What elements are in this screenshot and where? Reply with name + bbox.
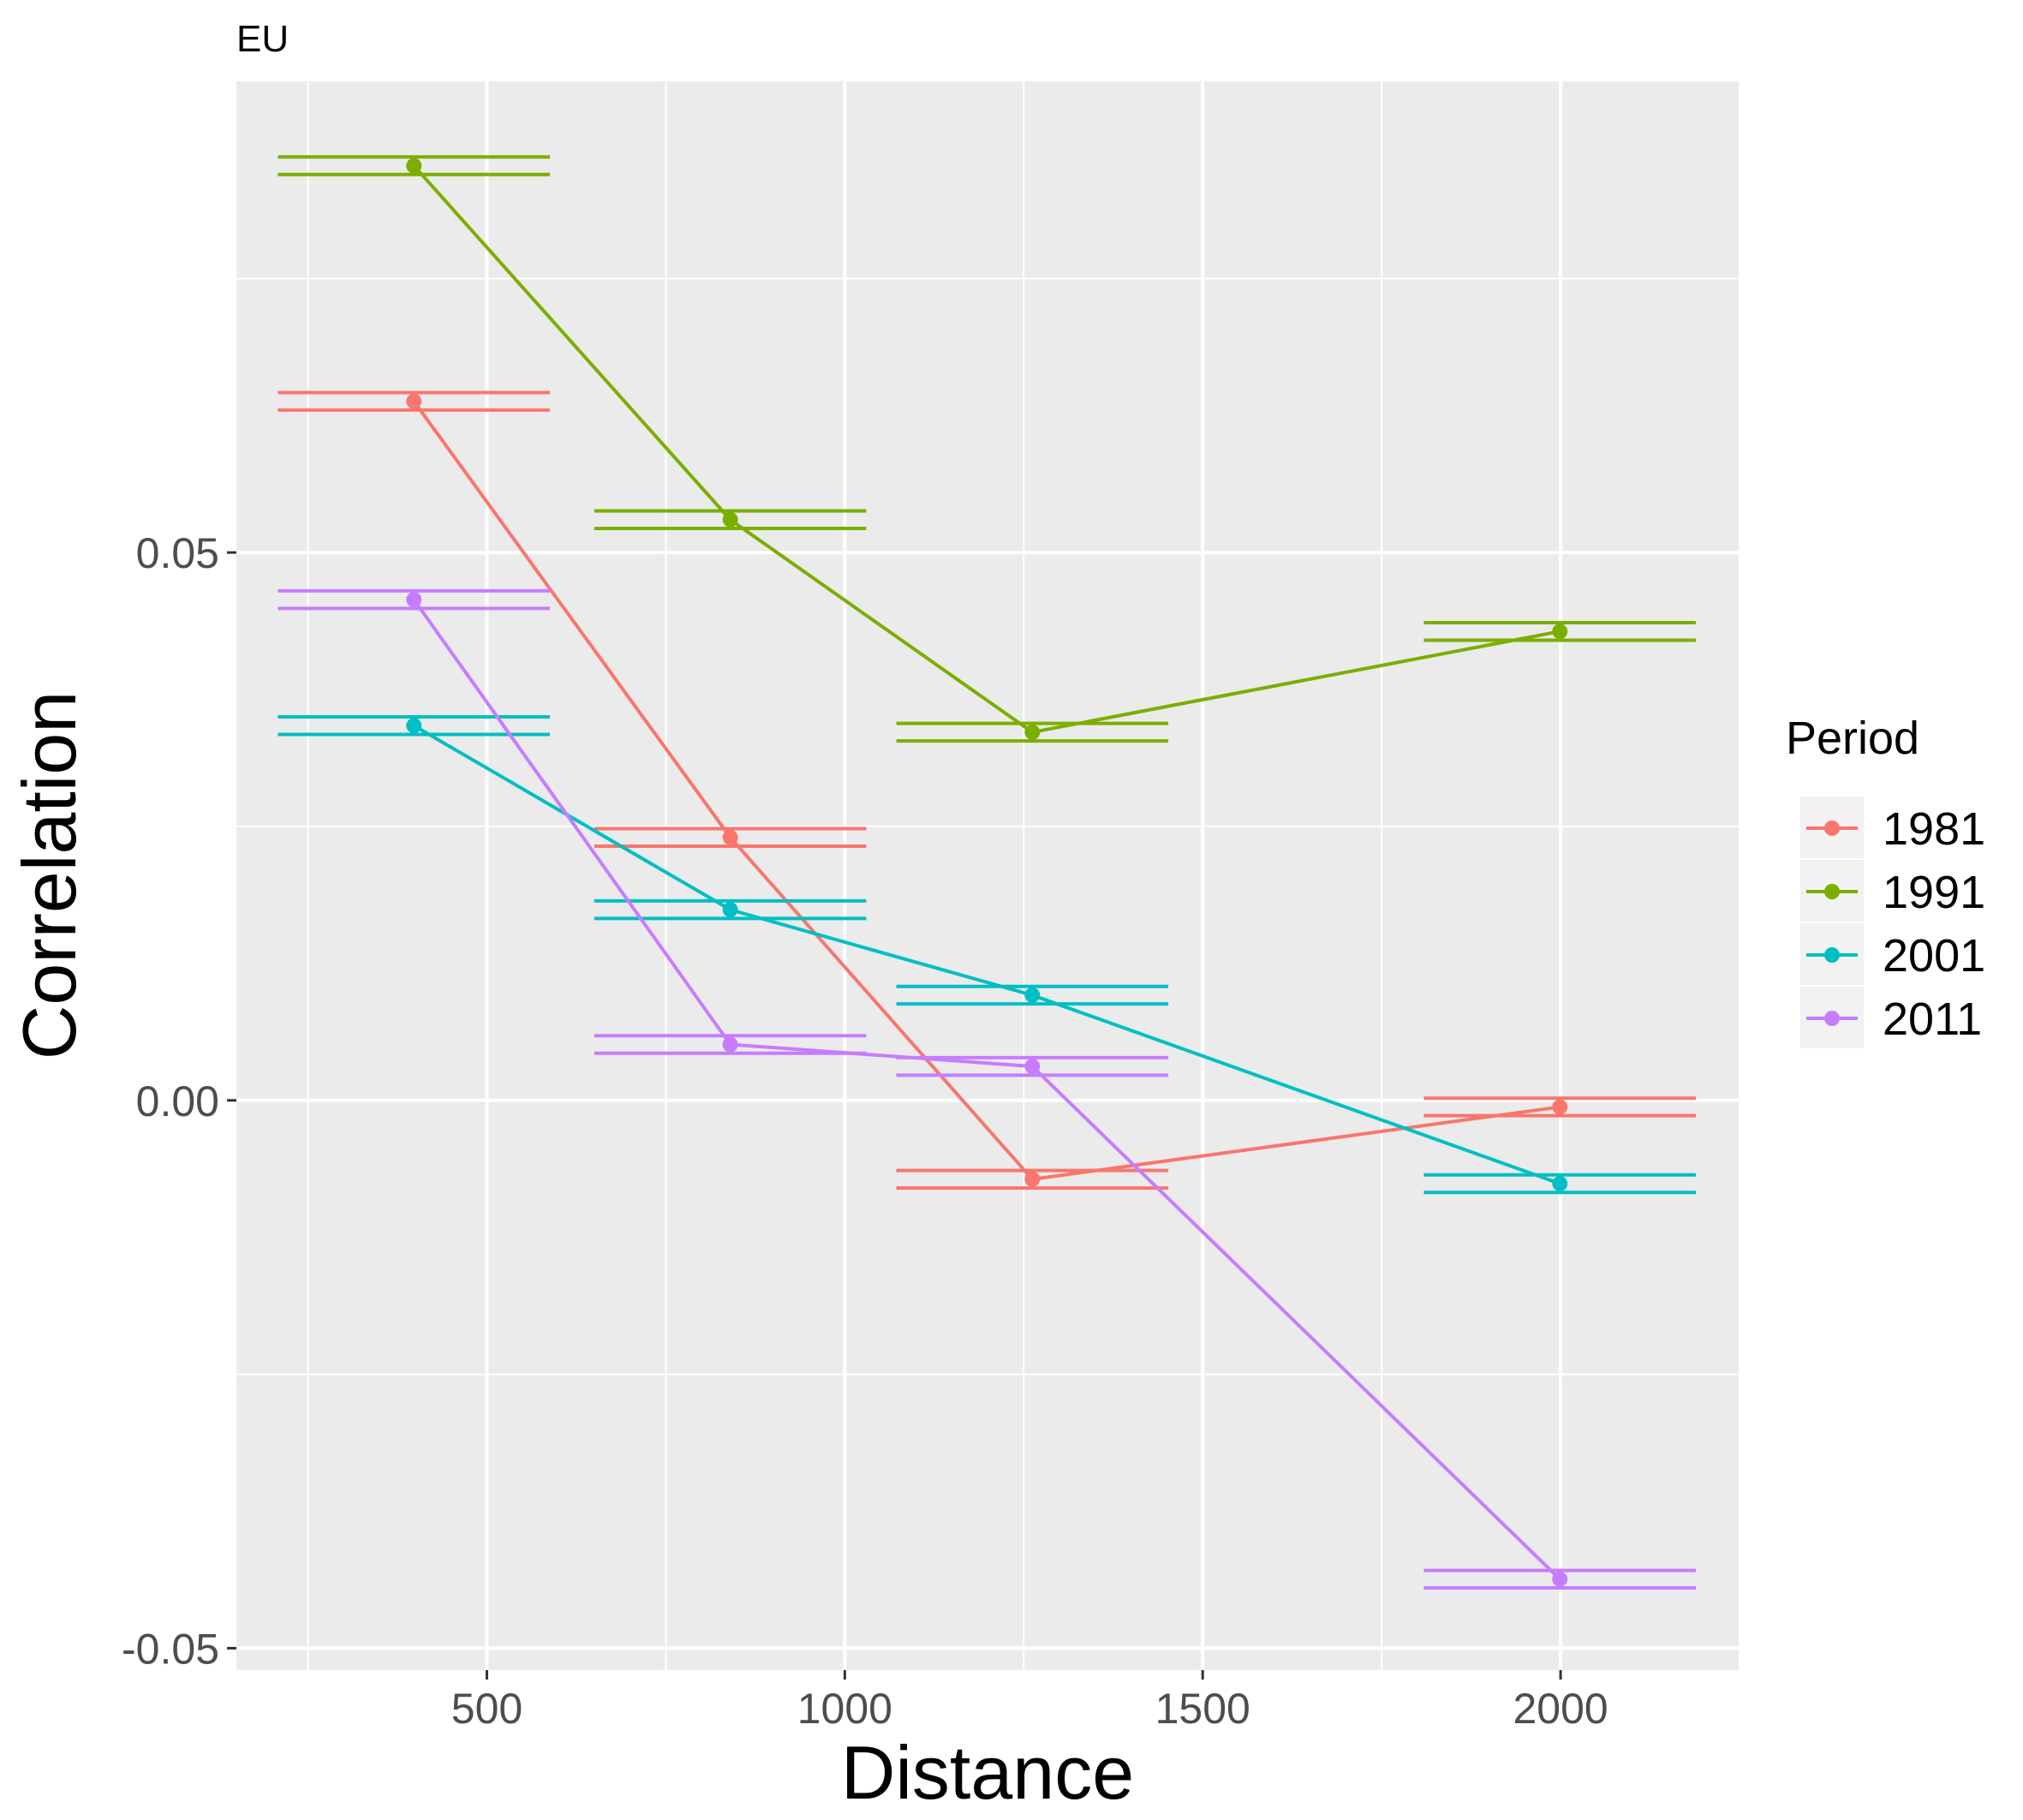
series-line	[412, 164, 1561, 735]
legend-item-1991: 1991	[1800, 860, 1985, 922]
data-point	[1552, 1571, 1568, 1587]
x-tick-label: 1000	[797, 1685, 892, 1733]
data-point	[722, 1036, 738, 1053]
data-point	[1024, 1171, 1041, 1187]
legend-label: 1981	[1883, 803, 1985, 855]
data-point	[1024, 1059, 1041, 1075]
legend-label: 2001	[1883, 930, 1985, 982]
plot-panel	[236, 81, 1740, 1670]
legend-title: Period	[1786, 713, 1919, 764]
legend-item-1981: 1981	[1800, 797, 1985, 858]
data-point	[722, 902, 738, 918]
data-point	[406, 718, 422, 734]
series-1981	[277, 391, 1697, 1190]
series-layer	[277, 155, 1697, 1590]
series-1991	[277, 155, 1697, 743]
legend-key-point	[1824, 1011, 1840, 1026]
data-point	[1552, 1099, 1568, 1115]
data-point	[406, 393, 422, 409]
x-axis-title: Distance	[841, 1730, 1134, 1815]
series-2011	[277, 588, 1697, 1590]
x-tick-label: 500	[451, 1685, 522, 1733]
data-point	[722, 829, 738, 845]
series-line	[412, 598, 1561, 1581]
plot-title: EU	[236, 18, 289, 60]
legend-label: 1991	[1883, 867, 1985, 918]
legend-label: 2011	[1883, 994, 1982, 1045]
legend-key-point	[1824, 947, 1840, 963]
x-axis: 500 1000 1500 2000	[451, 1670, 1608, 1733]
legend-key-point	[1824, 884, 1840, 899]
y-axis-title: Correlation	[7, 691, 92, 1059]
data-point	[1552, 1175, 1568, 1191]
series-line	[412, 400, 1561, 1181]
data-point	[1024, 987, 1041, 1003]
data-point	[406, 158, 422, 174]
y-axis: -0.05 0.00 0.05	[122, 529, 236, 1673]
grid-major	[236, 81, 1740, 1670]
legend: Period 1981 1991 2001 2011	[1786, 713, 1985, 1048]
legend-item-2011: 2011	[1800, 987, 1982, 1048]
x-tick-label: 1500	[1155, 1685, 1250, 1733]
legend-key-point	[1824, 820, 1840, 836]
data-point	[1552, 624, 1568, 640]
data-point	[722, 511, 738, 528]
x-tick-label: 2000	[1513, 1685, 1608, 1733]
legend-item-2001: 2001	[1800, 923, 1985, 985]
y-tick-label: -0.05	[122, 1625, 219, 1673]
y-tick-label: 0.05	[136, 529, 219, 577]
y-tick-label: 0.00	[136, 1077, 219, 1125]
data-point	[1024, 724, 1041, 740]
data-point	[406, 592, 422, 608]
series-line	[413, 724, 1561, 1185]
